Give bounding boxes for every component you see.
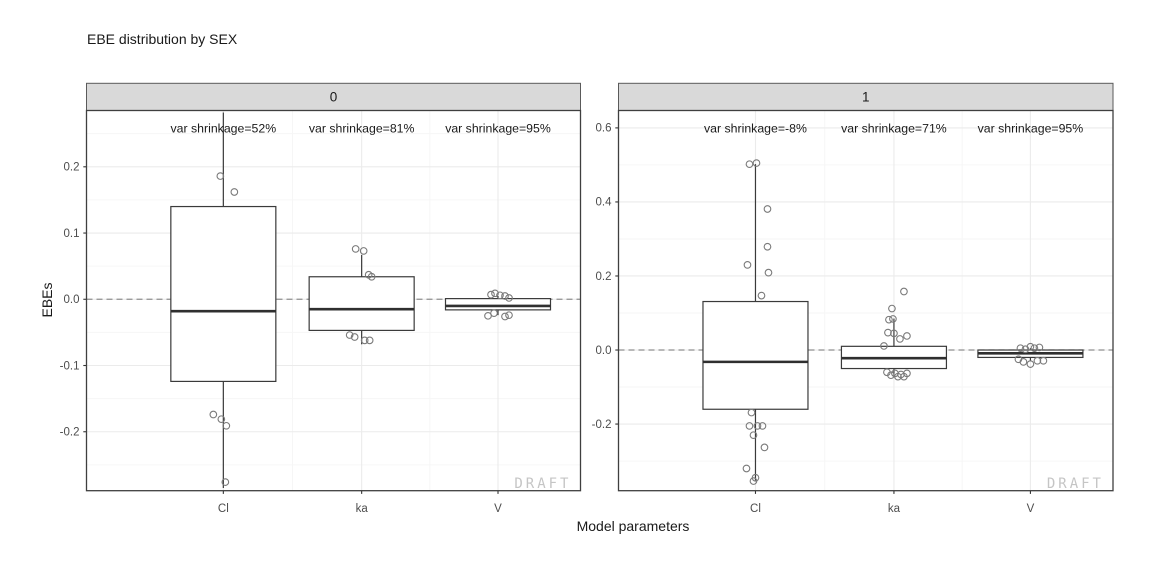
data-point	[742, 464, 751, 473]
boxplot-ka	[308, 276, 415, 332]
shrinkage-annotation: var shrinkage=52%	[171, 122, 277, 136]
data-point	[743, 261, 752, 269]
y-tick-label: 0.6	[596, 123, 612, 135]
x-tick-label: Cl	[750, 503, 761, 515]
data-point	[217, 415, 226, 424]
data-point	[888, 304, 896, 313]
data-point	[345, 331, 354, 339]
data-point	[763, 205, 772, 213]
data-point	[1026, 342, 1035, 351]
data-point	[1033, 356, 1042, 365]
boxplot-Cl	[702, 300, 809, 410]
panel-border	[85, 109, 582, 492]
data-point	[745, 422, 754, 430]
data-point	[903, 332, 911, 340]
y-tick-label: 0.0	[596, 345, 612, 357]
shrinkage-annotation: var shrinkage=-8%	[704, 122, 807, 136]
x-tick-label: ka	[888, 503, 901, 515]
data-point	[757, 291, 766, 300]
data-point	[501, 292, 509, 300]
data-point	[887, 371, 895, 380]
draft-watermark: DRAFT	[1047, 476, 1104, 492]
facet-strip-label: 1	[862, 90, 870, 105]
facet-strip-1	[618, 82, 1114, 112]
data-point	[896, 335, 904, 343]
data-point	[752, 159, 761, 167]
data-point	[903, 369, 911, 378]
shrinkage-annotation: var shrinkage=95%	[445, 122, 551, 136]
data-point	[365, 336, 374, 345]
data-point	[351, 245, 360, 253]
data-point	[890, 329, 898, 338]
data-point	[359, 247, 368, 255]
data-point	[747, 408, 756, 417]
data-point	[1035, 343, 1044, 352]
data-point	[758, 422, 767, 430]
panel-background	[618, 110, 1113, 491]
data-point	[230, 188, 239, 196]
draft-watermark: DRAFT	[514, 476, 571, 492]
shrinkage-annotation: var shrinkage=95%	[978, 122, 1084, 136]
panel-border	[617, 109, 1114, 492]
x-tick-label: V	[494, 503, 502, 515]
facet-strip-label: 0	[330, 90, 338, 105]
y-tick-label: 0.1	[64, 228, 80, 240]
y-tick-label: 0.2	[596, 271, 612, 283]
y-tick-label: 0.0	[64, 294, 80, 306]
data-point	[1019, 358, 1028, 366]
data-point	[216, 172, 225, 180]
data-point	[360, 336, 369, 345]
y-tick-label: -0.1	[60, 360, 80, 372]
data-point	[505, 311, 513, 320]
data-point	[487, 290, 495, 299]
data-point	[880, 342, 888, 350]
data-point	[749, 477, 758, 485]
data-point	[501, 312, 509, 321]
data-point	[490, 309, 498, 318]
y-tick-label: -0.2	[592, 419, 612, 431]
data-point	[760, 443, 769, 452]
data-point	[749, 431, 758, 440]
data-point	[1026, 360, 1035, 368]
boxplot-Cl	[170, 205, 277, 383]
data-point	[745, 160, 754, 169]
data-point	[367, 272, 376, 281]
y-tick-label: 0.2	[64, 162, 80, 174]
facet-strip-0	[86, 82, 581, 112]
data-point	[491, 289, 499, 298]
boxplot-V	[444, 298, 552, 311]
data-point	[753, 422, 762, 430]
x-axis-label: Model parameters	[576, 518, 690, 534]
x-tick-label: ka	[356, 503, 369, 515]
data-point	[350, 333, 359, 341]
shrinkage-annotation: var shrinkage=81%	[309, 122, 415, 136]
data-point	[1016, 344, 1025, 353]
data-point	[505, 294, 513, 302]
data-point	[1030, 344, 1039, 353]
shrinkage-annotation: var shrinkage=71%	[841, 122, 947, 136]
x-tick-label: V	[1027, 503, 1035, 515]
data-point	[209, 410, 218, 419]
data-point	[496, 291, 504, 300]
data-point	[222, 421, 231, 430]
data-point	[763, 242, 772, 251]
chart-title: EBE distribution by SEX	[87, 31, 238, 47]
data-point	[764, 268, 773, 277]
data-point	[900, 287, 908, 296]
y-tick-label: 0.4	[596, 197, 613, 209]
data-point	[221, 478, 230, 486]
y-tick-label: -0.2	[60, 427, 80, 439]
data-point	[885, 315, 893, 324]
data-point	[889, 315, 897, 323]
data-point	[1039, 356, 1048, 365]
x-tick-label: Cl	[218, 503, 229, 515]
